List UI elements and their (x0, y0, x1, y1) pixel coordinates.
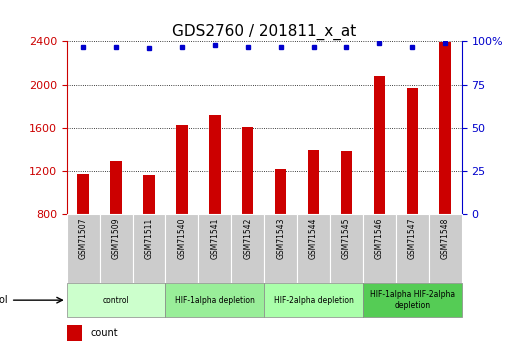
Bar (67, 214, 100, 283)
Text: protocol: protocol (0, 295, 8, 305)
Text: GSM71543: GSM71543 (276, 217, 285, 259)
Bar (308, 150, 319, 214)
Text: GSM71545: GSM71545 (342, 217, 351, 259)
Bar (231, 214, 264, 283)
Text: HIF-1alpha depletion: HIF-1alpha depletion (175, 296, 255, 305)
Bar (110, 161, 122, 214)
Bar (297, 214, 330, 283)
Bar (77, 174, 89, 214)
Title: GDS2760 / 201811_x_at: GDS2760 / 201811_x_at (172, 24, 357, 40)
Bar (275, 169, 286, 214)
Bar (429, 214, 462, 283)
Bar (242, 127, 253, 214)
Text: GSM71547: GSM71547 (408, 217, 417, 259)
Bar (341, 151, 352, 214)
Text: GSM71542: GSM71542 (243, 217, 252, 259)
Bar (100, 214, 132, 283)
Bar (363, 214, 396, 283)
Bar (67, 325, 83, 341)
Bar (176, 126, 188, 214)
Text: GSM71541: GSM71541 (210, 217, 220, 259)
Bar (396, 214, 429, 283)
Text: HIF-2alpha depletion: HIF-2alpha depletion (273, 296, 353, 305)
Text: count: count (90, 328, 118, 338)
Text: GSM71540: GSM71540 (177, 217, 186, 259)
Bar (373, 76, 385, 214)
Bar (330, 214, 363, 283)
Bar (132, 214, 165, 283)
Text: GSM71507: GSM71507 (78, 217, 88, 259)
Bar (407, 88, 418, 214)
Text: control: control (103, 296, 129, 305)
Bar (199, 214, 231, 283)
Text: GSM71509: GSM71509 (111, 217, 121, 259)
Text: GSM71544: GSM71544 (309, 217, 318, 259)
Bar (440, 42, 451, 214)
Bar (67, 283, 165, 317)
Bar (143, 175, 155, 214)
Text: GSM71546: GSM71546 (375, 217, 384, 259)
Text: HIF-1alpha HIF-2alpha
depletion: HIF-1alpha HIF-2alpha depletion (370, 290, 455, 310)
Bar (363, 283, 462, 317)
Bar (264, 214, 297, 283)
Text: GSM71548: GSM71548 (441, 217, 450, 259)
Bar (209, 115, 221, 214)
Bar (165, 214, 199, 283)
Text: GSM71511: GSM71511 (145, 217, 153, 259)
Bar (165, 283, 264, 317)
Bar (264, 283, 363, 317)
